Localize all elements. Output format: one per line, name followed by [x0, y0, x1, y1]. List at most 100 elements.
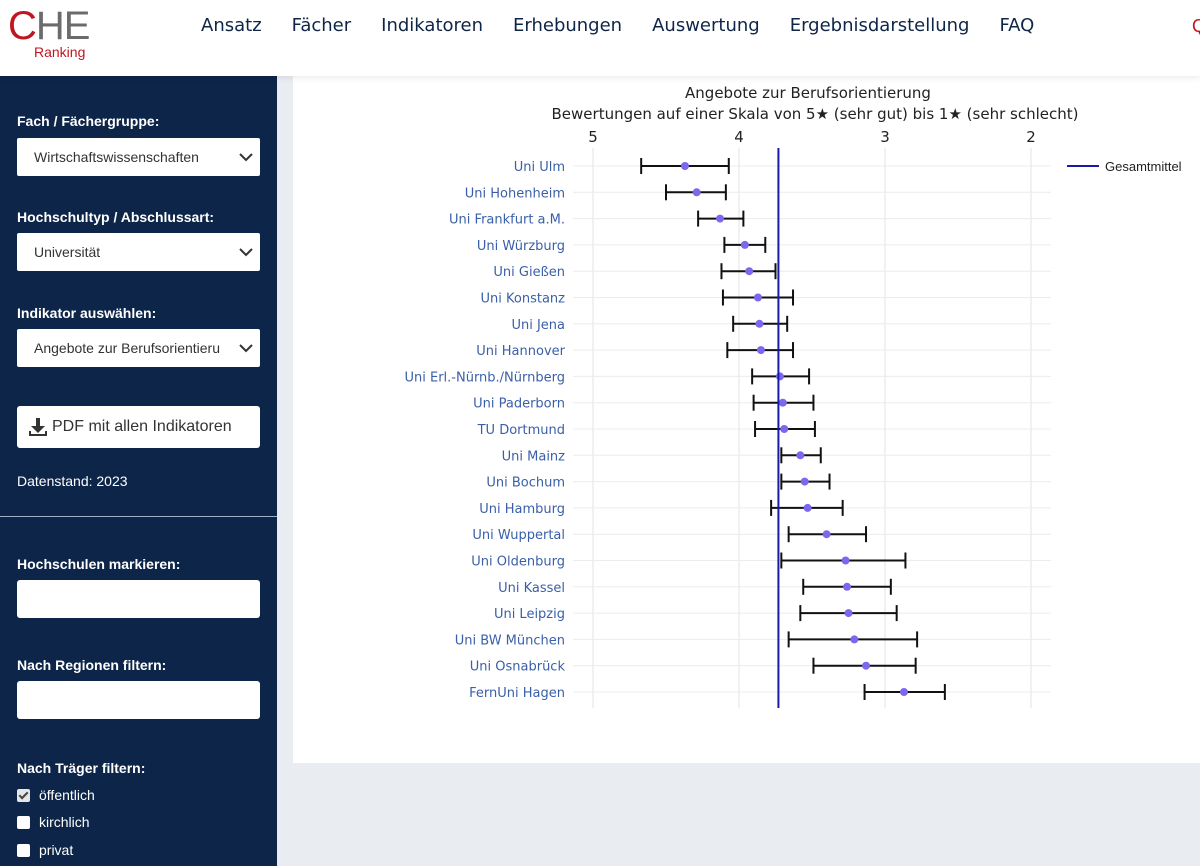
fach-select-value: Wirtschaftswissenschaften [34, 149, 199, 165]
traeger-checkbox-privat[interactable]: privat [17, 841, 73, 859]
data-point[interactable] [841, 556, 850, 565]
chart-title: Angebote zur Berufsorientierung [685, 84, 931, 102]
datenstand-text: Datenstand: 2023 [17, 473, 128, 489]
university-label[interactable]: Uni Kassel [498, 581, 565, 596]
university-label[interactable]: FernUni Hagen [469, 686, 565, 701]
data-point[interactable] [756, 346, 765, 355]
indikator-select[interactable]: Angebote zur Berufsorientieru [17, 329, 260, 367]
chart-grid [573, 148, 1051, 708]
university-label[interactable]: Uni Würzburg [477, 239, 565, 254]
nav-indikatoren[interactable]: Indikatoren [381, 15, 483, 36]
traeger-label: Nach Träger filtern: [17, 760, 146, 776]
pdf-button-label: PDF mit allen Indikatoren [52, 418, 232, 435]
nav-faq[interactable]: FAQ [999, 15, 1035, 36]
chevron-down-icon [239, 248, 253, 257]
fach-select[interactable]: Wirtschaftswissenschaften [17, 138, 260, 176]
data-point[interactable] [780, 425, 789, 433]
nav-ansatz[interactable]: Ansatz [201, 15, 262, 36]
university-label[interactable]: TU Dortmund [477, 423, 565, 438]
data-point[interactable] [692, 188, 701, 197]
university-label[interactable]: Uni Gießen [493, 265, 565, 280]
university-label[interactable]: Uni Osnabrück [470, 660, 566, 675]
data-point[interactable] [740, 240, 749, 249]
checkbox-label: kirchlich [39, 814, 90, 830]
che-ranking-logo[interactable]: CHE Ranking [8, 4, 90, 66]
data-point[interactable] [803, 503, 812, 512]
nav-auswertung[interactable]: Auswertung [652, 15, 760, 36]
pdf-download-button[interactable]: PDF mit allen Indikatoren [17, 406, 260, 448]
chart-rows: Uni Ulm Uni Hohenheim Uni Frankfurt a.M. Un… [404, 158, 946, 701]
chevron-down-icon [239, 344, 253, 353]
data-point[interactable] [755, 319, 764, 328]
checkbox-icon[interactable] [17, 843, 30, 857]
checkbox-label: privat [39, 842, 74, 858]
data-point[interactable] [844, 609, 853, 618]
data-point[interactable] [862, 661, 871, 670]
chart-panel: Angebote zur Berufsorientierung Bewertun… [293, 76, 1200, 763]
nav-ergebnisdarstellung[interactable]: Ergebnisdarstellung [789, 15, 970, 36]
checkbox-label: öffentlich [39, 787, 95, 803]
traeger-checkbox-oeffentlich[interactable]: öffentlich [17, 786, 95, 804]
hochschulen-markieren-input[interactable] [17, 580, 260, 618]
university-label[interactable]: Uni Oldenburg [471, 555, 565, 570]
download-icon [29, 418, 47, 436]
checkbox-checked-icon[interactable] [17, 788, 30, 802]
chart-legend[interactable]: Gesamtmittel [1067, 159, 1182, 174]
nav-faecher[interactable]: Fächer [291, 15, 352, 36]
data-point[interactable] [796, 451, 805, 460]
university-label[interactable]: Uni Leipzig [494, 607, 565, 622]
chart-subtitle: Bewertungen auf einer Skala von 5★ (sehr… [552, 105, 1079, 123]
data-point[interactable] [843, 582, 852, 591]
fach-label: Fach / Fächergruppe: [17, 113, 160, 129]
data-point[interactable] [775, 372, 784, 381]
logo-mark: CHE [8, 4, 90, 48]
legend-label: Gesamtmittel [1105, 159, 1182, 174]
search-icon[interactable]: Q [1191, 16, 1200, 36]
filter-sidebar: Fach / Fächergruppe: Wirtschaftswissensc… [0, 76, 277, 866]
top-header: CHE Ranking Ansatz Fächer Indikatoren Er… [0, 0, 1200, 76]
nav-erhebungen[interactable]: Erhebungen [513, 15, 623, 36]
data-point[interactable] [850, 635, 859, 644]
university-label[interactable]: Uni Paderborn [473, 397, 565, 412]
data-point[interactable] [899, 688, 908, 696]
data-point[interactable] [822, 530, 831, 539]
data-point[interactable] [800, 477, 809, 486]
x-tick-label: 3 [880, 128, 890, 146]
x-tick-label: 4 [734, 128, 744, 146]
markieren-label: Hochschulen markieren: [17, 556, 181, 572]
chevron-down-icon [239, 153, 253, 162]
logo-subtitle: Ranking [34, 44, 86, 60]
university-label[interactable]: Uni Hannover [476, 344, 565, 359]
data-point[interactable] [680, 162, 689, 170]
indikator-label: Indikator auswählen: [17, 305, 157, 321]
sidebar-divider [0, 516, 277, 517]
university-label[interactable]: Uni Konstanz [481, 292, 566, 307]
university-label[interactable]: Uni Erl.-Nürnb./Nürnberg [404, 370, 565, 385]
university-label[interactable]: Uni Hamburg [479, 502, 565, 517]
university-label[interactable]: Uni Wuppertal [472, 528, 565, 543]
main-navigation: Ansatz Fächer Indikatoren Erhebungen Aus… [186, 14, 1049, 38]
ranking-chart: Angebote zur Berufsorientierung Bewertun… [404, 84, 1182, 708]
hochschultyp-label: Hochschultyp / Abschlussart: [17, 209, 215, 225]
university-label[interactable]: Uni Hohenheim [465, 186, 565, 201]
hochschultyp-select-value: Universität [34, 244, 101, 260]
regionen-filter-input[interactable] [17, 681, 260, 719]
x-axis-ticks: 5 4 3 2 [588, 128, 1036, 146]
hochschultyp-select[interactable]: Universität [17, 233, 260, 271]
data-point[interactable] [745, 267, 754, 276]
indikator-select-value: Angebote zur Berufsorientieru [34, 340, 220, 356]
x-tick-label: 2 [1026, 128, 1036, 146]
university-label[interactable]: Uni Bochum [486, 476, 565, 491]
university-label[interactable]: Uni Jena [511, 318, 565, 333]
data-point[interactable] [716, 214, 725, 223]
data-point[interactable] [753, 293, 762, 302]
data-point[interactable] [778, 398, 787, 407]
traeger-checkbox-kirchlich[interactable]: kirchlich [17, 813, 90, 831]
university-label[interactable]: Uni Ulm [514, 160, 565, 175]
x-tick-label: 5 [588, 128, 598, 146]
university-label[interactable]: Uni Mainz [502, 449, 566, 464]
university-label[interactable]: Uni BW München [455, 633, 565, 648]
checkbox-icon[interactable] [17, 815, 30, 829]
regionen-label: Nach Regionen filtern: [17, 657, 167, 673]
university-label[interactable]: Uni Frankfurt a.M. [449, 213, 565, 228]
